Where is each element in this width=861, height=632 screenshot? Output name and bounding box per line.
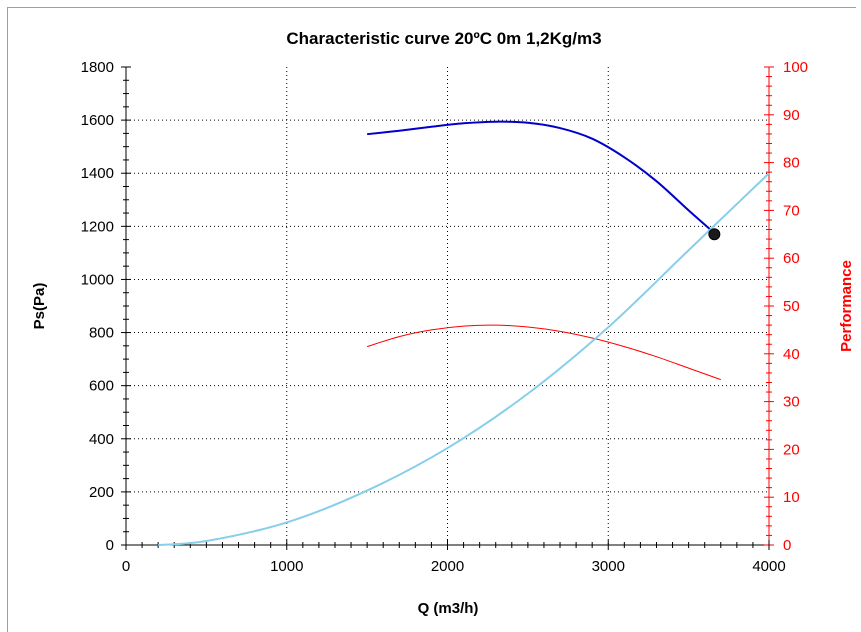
y2-tick-label: 80 <box>783 155 800 172</box>
performance-curve-line <box>366 324 721 381</box>
y-tick-label: 1800 <box>81 59 114 76</box>
pressure-curve-line <box>367 120 714 233</box>
operating-point-marker <box>708 228 721 241</box>
y2-axis-title: Performance <box>838 260 855 352</box>
y-tick-label: 1000 <box>81 271 114 288</box>
y2-tick-label: 30 <box>783 394 800 411</box>
y-tick-label: 200 <box>89 484 114 501</box>
system-curve-line <box>158 172 770 546</box>
y-tick-label: 1600 <box>81 112 114 129</box>
y2-tick-label: 70 <box>783 202 800 219</box>
x-tick-label: 2000 <box>431 558 464 575</box>
x-tick-label: 0 <box>122 558 130 575</box>
x-tick-label: 3000 <box>592 558 625 575</box>
y-tick-label: 600 <box>89 378 114 395</box>
y2-tick-label: 100 <box>783 59 808 76</box>
x-tick-label: 1000 <box>270 558 303 575</box>
axes <box>121 66 774 550</box>
chart-title: Characteristic curve 20ºC 0m 1,2Kg/m3 <box>286 29 601 48</box>
y-tick-label: 1200 <box>81 218 114 235</box>
y2-tick-label: 0 <box>783 537 791 554</box>
grid <box>126 67 769 545</box>
y2-tick-label: 20 <box>783 441 800 458</box>
y-tick-label: 800 <box>89 325 114 342</box>
y2-tick-label: 90 <box>783 107 800 124</box>
y-tick-label: 1400 <box>81 165 114 182</box>
y2-tick-label: 40 <box>783 346 800 363</box>
x-tick-label: 4000 <box>752 558 785 575</box>
series-group <box>158 120 770 546</box>
y2-tick-label: 60 <box>783 250 800 267</box>
y-tick-label: 400 <box>89 431 114 448</box>
y2-tick-label: 50 <box>783 298 800 315</box>
tick-labels: 0200400600800100012001400160018000102030… <box>81 59 808 575</box>
y-axis-title: Ps(Pa) <box>31 283 48 330</box>
chart-frame <box>7 7 856 632</box>
x-axis-title: Q (m3/h) <box>418 600 479 617</box>
y-tick-label: 0 <box>106 537 114 554</box>
y2-tick-label: 10 <box>783 489 800 506</box>
